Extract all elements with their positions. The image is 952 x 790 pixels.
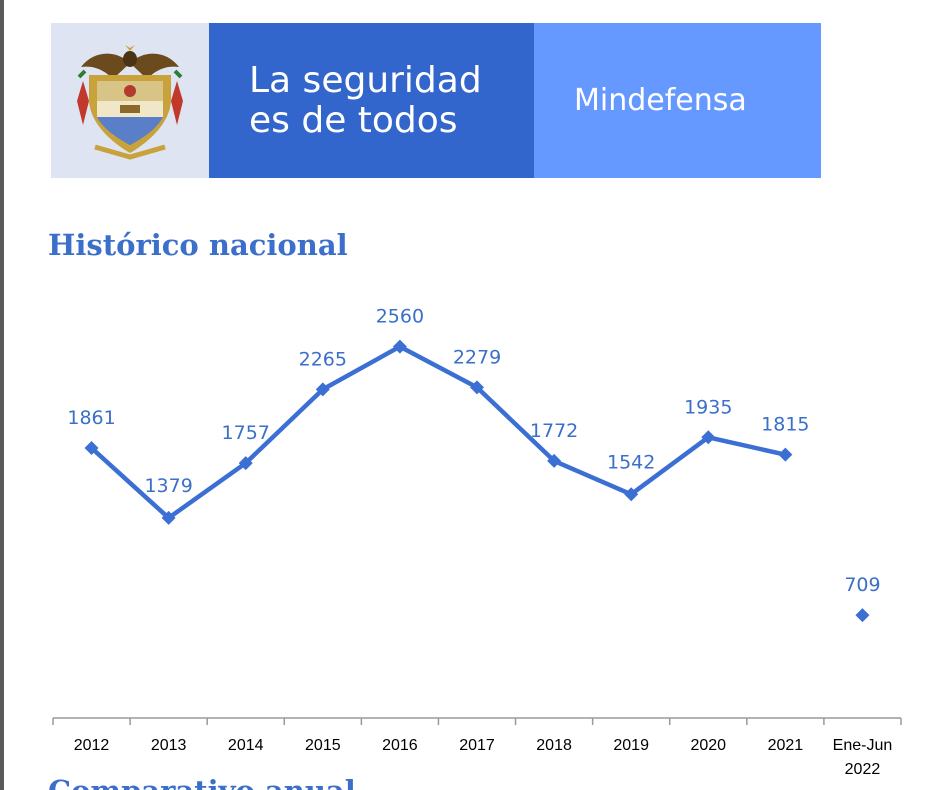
colombia-coat-of-arms-icon — [77, 44, 183, 160]
data-point-marker — [778, 447, 793, 462]
x-tick-label: 2012 — [74, 737, 110, 754]
data-label: 1772 — [530, 420, 578, 442]
series-line-layer — [90, 344, 786, 521]
marker-layer — [84, 339, 870, 623]
x-tick-label: 2017 — [459, 737, 495, 754]
x-tick-label: 2019 — [613, 737, 649, 754]
slogan-panel: La seguridad es de todos — [209, 23, 534, 178]
data-label-layer: 1861 1379 1757 2265 2560 2279 1772 1542 1935 1815… — [67, 306, 880, 597]
data-point-marker — [855, 608, 870, 623]
page-left-border — [0, 0, 4, 790]
brand-name: Mindefensa — [574, 83, 747, 118]
next-section-title: Comparativo anual — [48, 774, 356, 790]
header-banner: La seguridad es de todos Mindefensa — [51, 23, 821, 178]
x-tick-label: 2018 — [536, 737, 572, 754]
brand-panel: Mindefensa — [534, 23, 821, 178]
data-label: 709 — [844, 574, 880, 596]
data-label: 1861 — [67, 407, 115, 429]
data-label: 2279 — [453, 346, 501, 368]
tick-label-layer: 2012 2013 2014 2015 2016 2017 2018 2019 2020 2021… — [74, 737, 893, 778]
data-point-marker — [547, 453, 562, 468]
data-point-marker — [470, 380, 484, 395]
data-label: 1757 — [222, 422, 270, 444]
x-tick-label: 2016 — [382, 737, 418, 754]
data-label: 1379 — [144, 475, 192, 497]
data-point-marker — [315, 382, 330, 397]
data-label: 2560 — [376, 306, 424, 328]
line-chart: 1861 1379 1757 2265 2560 2279 1772 1542 1935 1815… — [52, 306, 902, 778]
slogan-line-1: La seguridad — [249, 59, 482, 101]
series-line — [90, 344, 786, 521]
data-label: 2265 — [299, 348, 347, 370]
data-point-marker — [84, 440, 99, 455]
data-point-marker — [624, 487, 639, 502]
x-tick-label: Ene-Jun 2022 — [833, 737, 893, 778]
x-tick-label: 2015 — [305, 737, 341, 754]
data-label: 1815 — [761, 414, 809, 436]
data-label: 1542 — [607, 451, 655, 473]
data-label: 1935 — [684, 396, 732, 418]
coat-of-arms-panel — [51, 23, 209, 178]
x-axis — [52, 717, 902, 725]
x-tick-label: 2013 — [151, 737, 187, 754]
data-point-marker — [701, 430, 716, 445]
data-point-marker — [238, 456, 253, 471]
slogan-line-2: es de todos — [249, 99, 458, 141]
x-tick-label: 2020 — [690, 737, 726, 754]
data-point-marker — [392, 339, 407, 354]
x-tick-label: 2021 — [768, 737, 804, 754]
x-tick-label: 2014 — [228, 737, 264, 754]
section-title: Histórico nacional — [48, 228, 348, 262]
